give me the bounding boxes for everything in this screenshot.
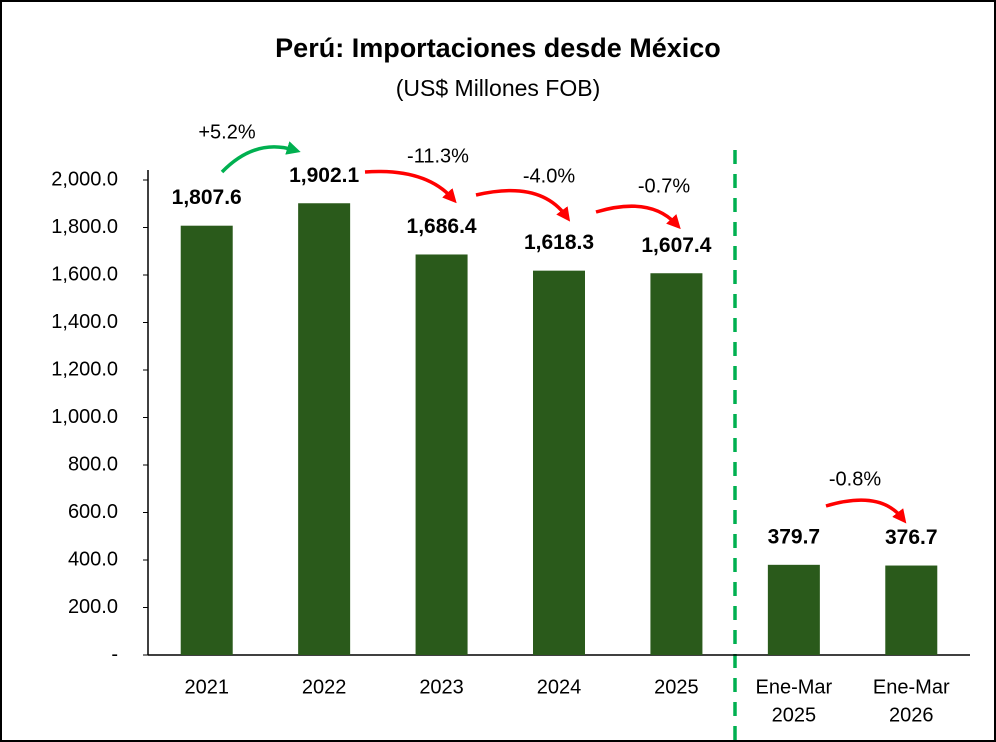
bar (885, 565, 938, 655)
y-tick-label: 1,600.0 (51, 263, 118, 285)
bar (180, 225, 233, 655)
value-label: 1,807.6 (172, 186, 242, 209)
value-label: 1,686.4 (407, 215, 477, 238)
annotation: -0.8% (829, 468, 881, 490)
y-tick-label: 1,000.0 (51, 406, 118, 428)
bar (533, 270, 585, 655)
value-label: 1,607.4 (641, 234, 711, 257)
x-tick-label: 2021 (184, 676, 229, 698)
y-tick-label: 1,200.0 (51, 358, 118, 380)
chart-subtitle: (US$ Millones FOB) (396, 75, 600, 101)
y-tick-label: 200.0 (68, 596, 118, 618)
x-tick-label: 2025 (772, 704, 817, 726)
x-tick-label: 2026 (889, 704, 934, 726)
annotation-arrow (825, 498, 907, 524)
annotation-arrow (220, 141, 301, 174)
annotation-arrow (595, 204, 681, 230)
x-tick-label: 2022 (302, 676, 347, 698)
x-tick-label: Ene-Mar (873, 676, 950, 698)
annotation-arrow (364, 169, 457, 204)
y-tick-label: 400.0 (68, 548, 118, 570)
y-tick-label: 800.0 (68, 453, 118, 475)
x-tick-label: Ene-Mar (756, 676, 833, 698)
x-tick-label: 2024 (537, 676, 582, 698)
y-tick-label: 600.0 (68, 501, 118, 523)
value-label: 1,902.1 (289, 164, 359, 187)
bar (298, 203, 351, 655)
y-tick-label: - (111, 643, 118, 665)
y-tick-label: 1,800.0 (51, 216, 118, 238)
bar (415, 254, 468, 656)
value-label: 1,618.3 (524, 231, 594, 254)
annotation: -4.0% (523, 165, 575, 187)
bar (650, 273, 703, 655)
bar (767, 564, 820, 655)
value-label: 376.7 (885, 526, 938, 549)
x-tick-label: 2023 (419, 676, 464, 698)
annotation-arrow (475, 188, 571, 222)
annotation: -11.3% (407, 145, 469, 167)
y-tick-label: 1,400.0 (51, 311, 118, 333)
annotation: -0.7% (638, 175, 690, 197)
chart-title: Perú: Importaciones desde México (275, 33, 721, 63)
y-tick-label: 2,000.0 (51, 168, 118, 190)
annotation: +5.2% (198, 121, 255, 143)
x-tick-label: 2025 (654, 676, 699, 698)
value-label: 379.7 (768, 525, 821, 548)
